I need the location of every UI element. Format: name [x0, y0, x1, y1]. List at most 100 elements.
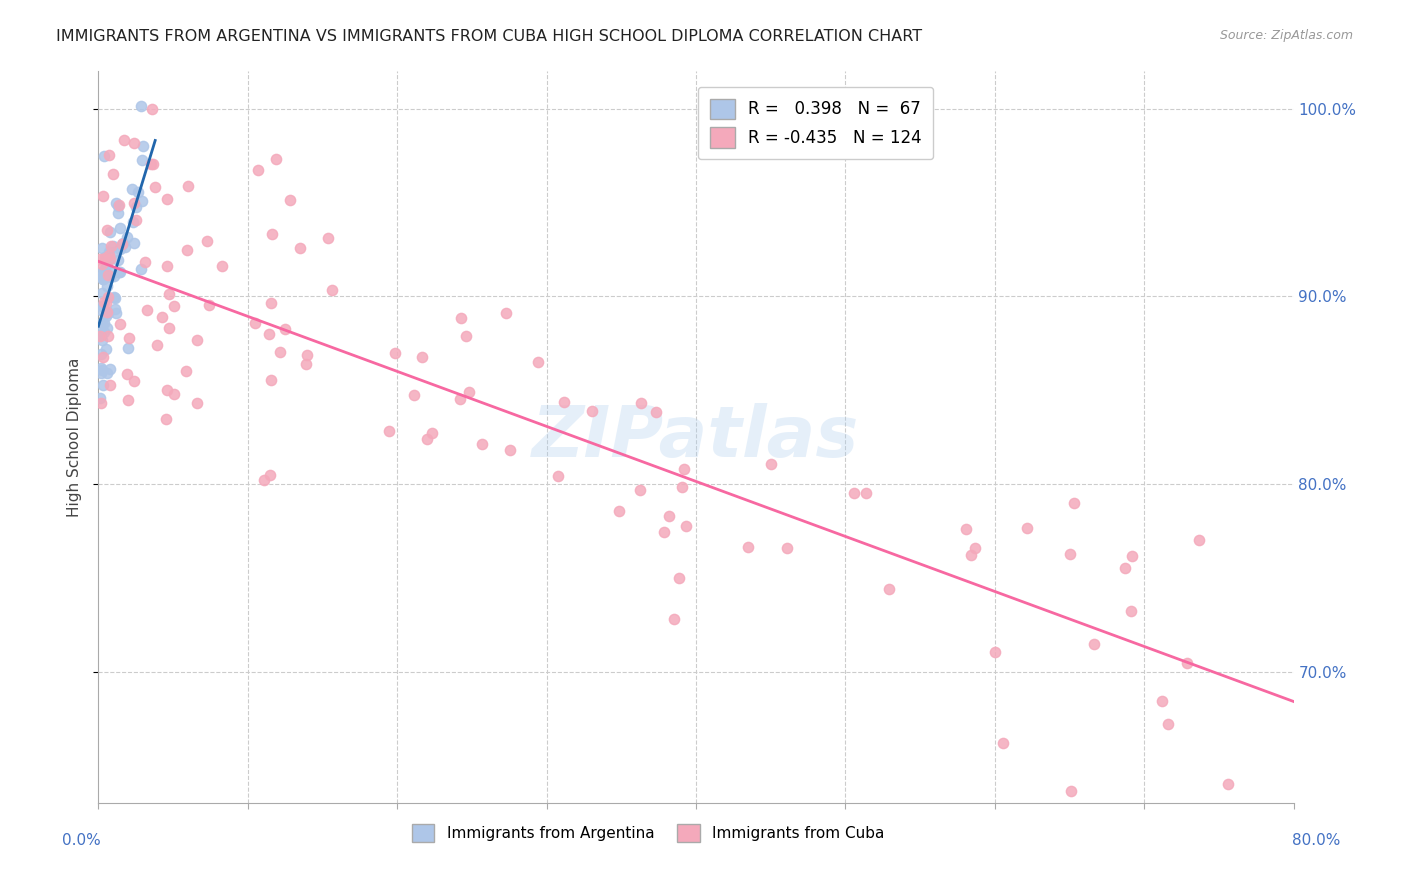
Point	[94, 258, 117, 272]
Point	[1175, 656, 1198, 670]
Point	[260, 373, 283, 387]
Point	[278, 193, 301, 207]
Point	[98, 378, 121, 392]
Point	[141, 102, 163, 116]
Point	[90, 327, 112, 342]
Point	[98, 362, 121, 376]
Point	[94, 263, 117, 277]
Point	[672, 462, 695, 476]
Point	[960, 548, 983, 562]
Point	[103, 245, 125, 260]
Point	[124, 200, 146, 214]
Point	[145, 338, 167, 352]
Point	[156, 383, 179, 397]
Point	[127, 185, 149, 199]
Point	[96, 304, 118, 318]
Point	[163, 299, 186, 313]
Point	[108, 317, 131, 331]
Point	[273, 322, 295, 336]
Point	[108, 265, 131, 279]
Point	[1060, 784, 1083, 798]
Point	[458, 385, 481, 400]
Point	[1121, 549, 1143, 563]
Point	[1083, 637, 1105, 651]
Point	[129, 261, 152, 276]
Point	[411, 350, 433, 364]
Text: ZIPatlas: ZIPatlas	[533, 402, 859, 472]
Point	[416, 433, 439, 447]
Point	[1121, 604, 1143, 618]
Point	[97, 268, 120, 282]
Point	[90, 347, 112, 361]
Point	[122, 136, 145, 151]
Point	[879, 582, 901, 597]
Point	[141, 157, 163, 171]
Point	[157, 286, 180, 301]
Point	[422, 426, 444, 441]
Point	[115, 368, 138, 382]
Point	[662, 612, 685, 626]
Point	[111, 235, 134, 250]
Point	[91, 189, 114, 203]
Point	[150, 310, 173, 325]
Point	[110, 221, 132, 235]
Point	[96, 296, 118, 310]
Point	[142, 157, 165, 171]
Point	[266, 152, 288, 166]
Point	[104, 291, 127, 305]
Point	[110, 236, 132, 251]
Text: 0.0%: 0.0%	[62, 833, 101, 847]
Point	[991, 736, 1014, 750]
Point	[97, 290, 120, 304]
Point	[97, 306, 120, 320]
Point	[90, 334, 112, 348]
Point	[321, 283, 343, 297]
Point	[163, 387, 186, 401]
Point	[1059, 548, 1081, 562]
Point	[963, 541, 986, 556]
Point	[91, 257, 114, 271]
Point	[90, 268, 112, 283]
Point	[122, 196, 145, 211]
Point	[156, 192, 179, 206]
Point	[93, 272, 115, 286]
Point	[1152, 694, 1174, 708]
Point	[97, 248, 120, 262]
Point	[117, 229, 139, 244]
Point	[288, 241, 311, 255]
Text: 80.0%: 80.0%	[1292, 833, 1340, 847]
Point	[98, 225, 121, 239]
Point	[117, 393, 139, 408]
Point	[195, 234, 218, 248]
Point	[94, 250, 117, 264]
Point	[607, 504, 630, 518]
Point	[108, 265, 131, 279]
Point	[527, 355, 550, 369]
Point	[108, 242, 131, 256]
Point	[177, 179, 200, 194]
Point	[316, 231, 339, 245]
Point	[98, 252, 121, 267]
Point	[1218, 777, 1240, 791]
Point	[495, 306, 517, 320]
Point	[101, 167, 124, 181]
Point	[186, 334, 208, 348]
Point	[156, 259, 179, 273]
Point	[842, 485, 865, 500]
Point	[628, 483, 651, 498]
Point	[644, 405, 666, 419]
Point	[776, 541, 799, 555]
Point	[257, 326, 280, 341]
Point	[100, 239, 122, 253]
Point	[112, 132, 135, 146]
Point	[90, 396, 112, 410]
Point	[547, 469, 569, 483]
Point	[97, 254, 120, 268]
Point	[97, 329, 120, 343]
Point	[93, 325, 115, 339]
Point	[90, 366, 112, 380]
Point	[98, 148, 121, 162]
Point	[668, 571, 690, 585]
Point	[984, 645, 1007, 659]
Point	[553, 395, 575, 409]
